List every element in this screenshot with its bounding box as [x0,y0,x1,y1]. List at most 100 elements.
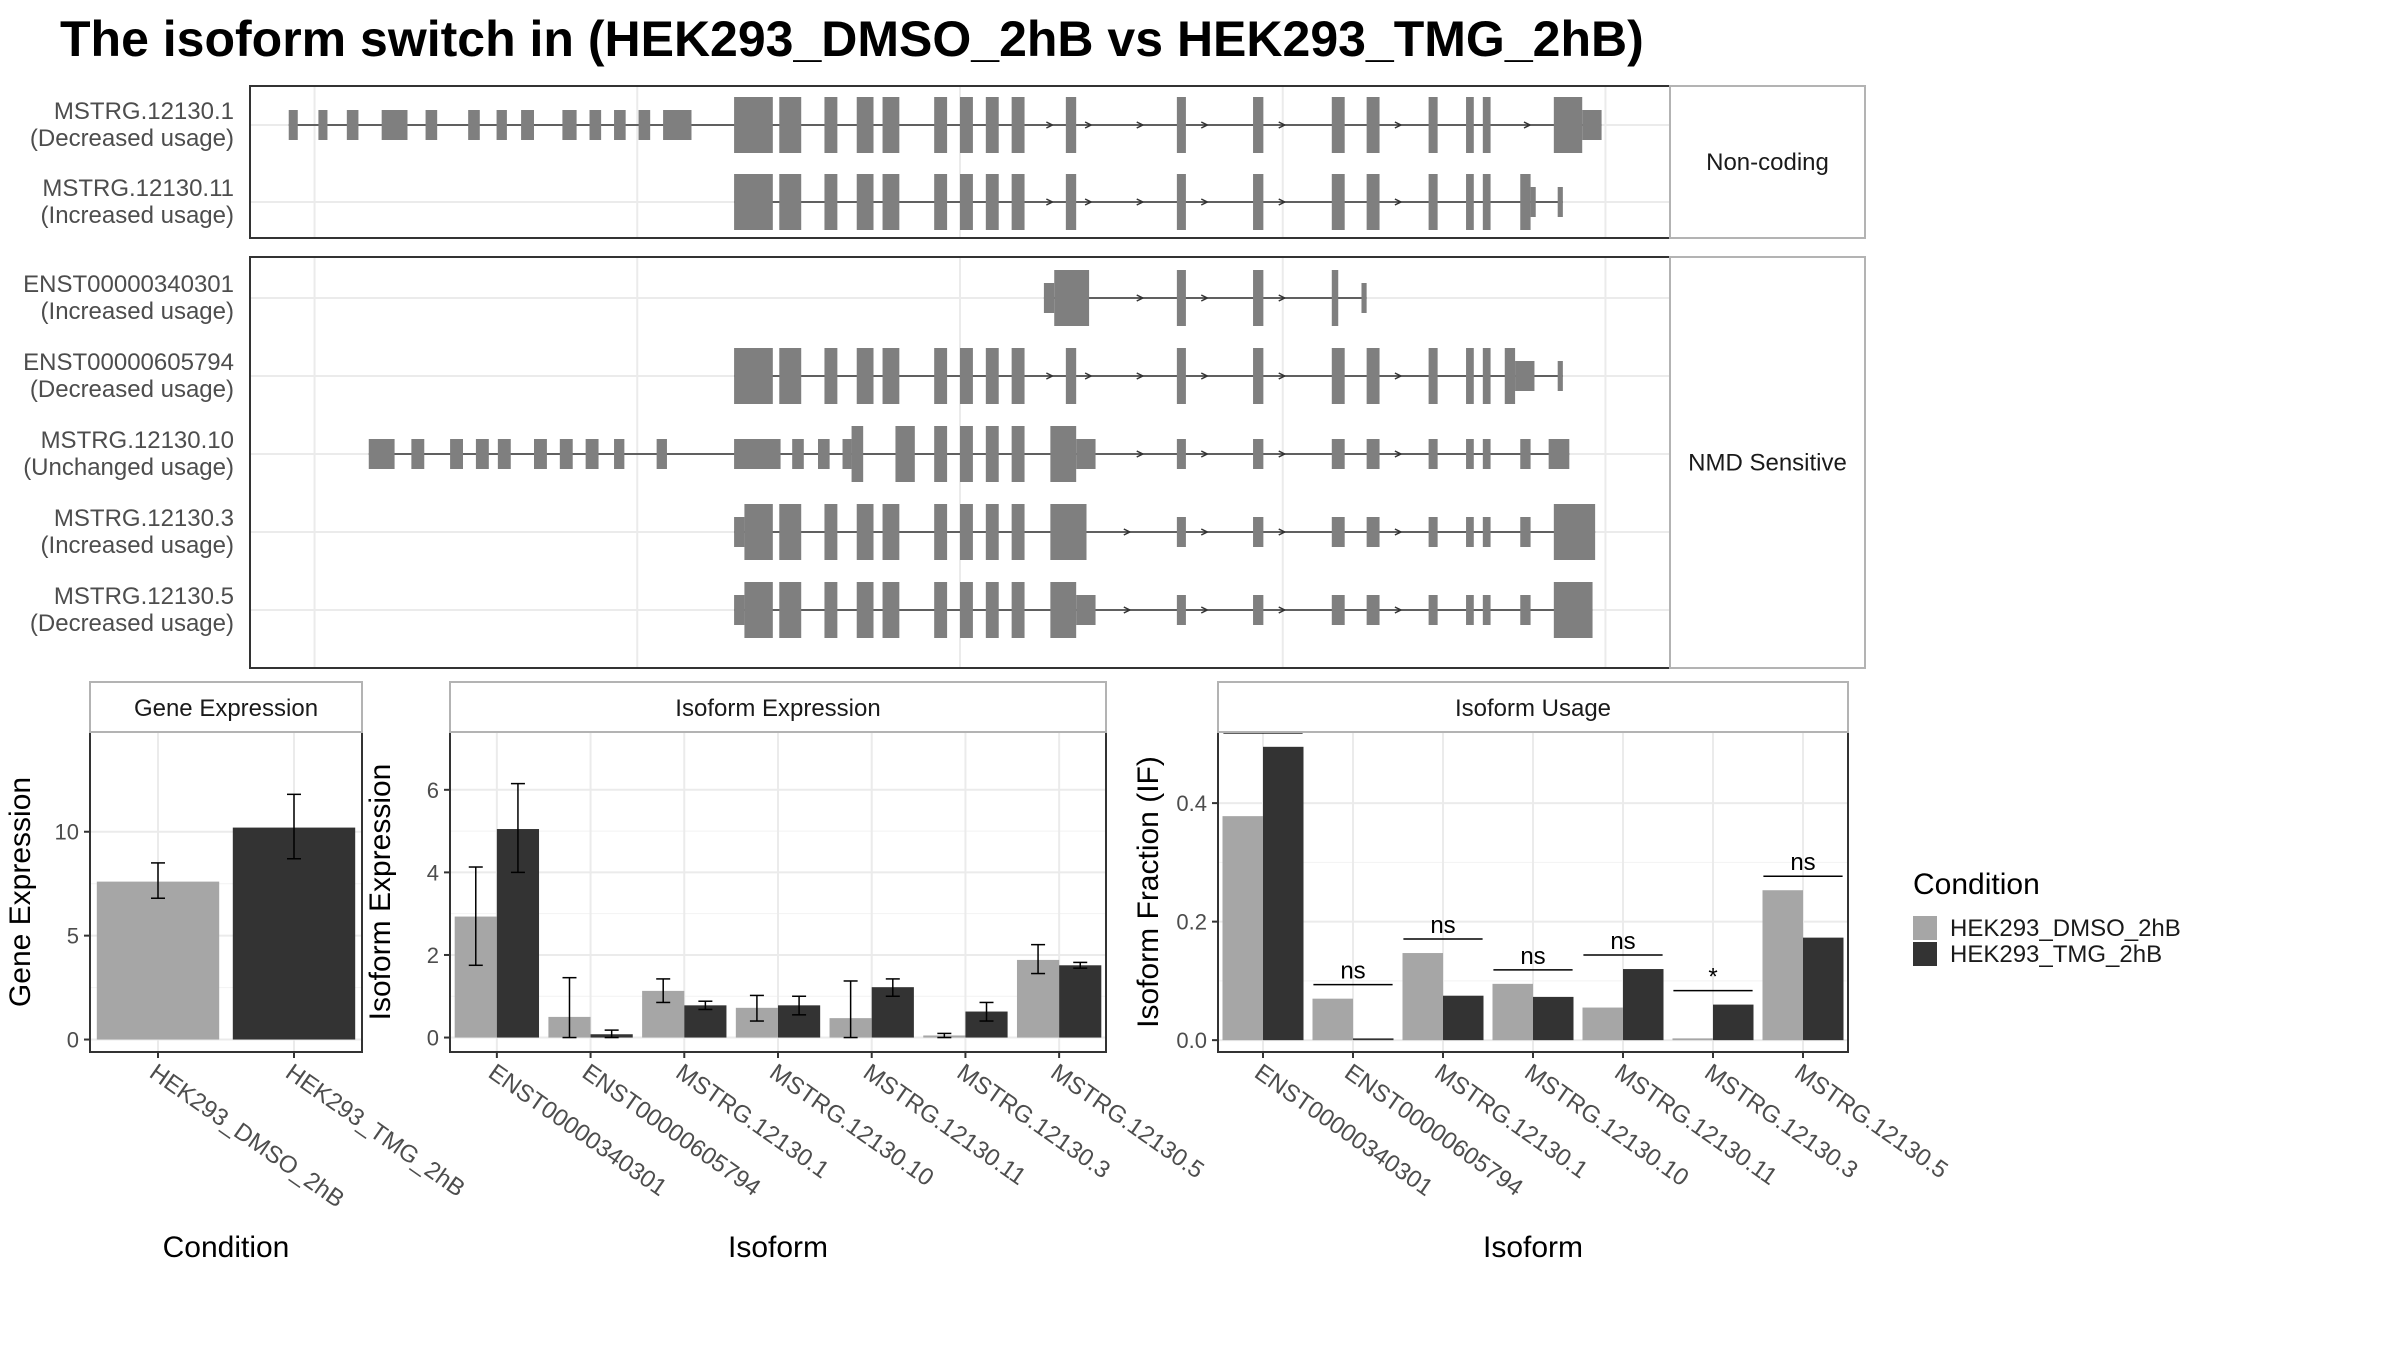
coding-exon [1482,97,1491,153]
transcript-name: ENST00000605794 [23,349,234,376]
transcript-row: MSTRG.12130.11(Increased usage) [41,174,1563,230]
coding-exon [1011,174,1025,230]
transcript-usage: (Increased usage) [41,298,234,325]
legend-swatch [1913,916,1937,940]
coding-exon [1553,504,1596,560]
legend-label: HEK293_DMSO_2hB [1950,915,2181,942]
coding-exon [1553,97,1583,153]
bar [1312,998,1353,1041]
coding-exon [1428,97,1438,153]
coding-exon [1553,582,1593,638]
coding-exon [734,174,773,230]
utr-exon [818,439,830,469]
strand-arrow [1278,121,1287,129]
strand-arrow [1394,121,1403,129]
utr-exon [1466,517,1474,547]
coding-exon [1466,348,1474,404]
bar [1672,1038,1713,1041]
significance-label: ns [1520,943,1545,970]
transcript-name: ENST00000340301 [23,271,234,298]
legend-swatch [1913,942,1937,966]
y-axis-title: Isoform Fraction (IF) [1132,756,1165,1028]
strand-arrow [1278,450,1287,458]
strand-arrow [1084,121,1093,129]
transcript-usage: (Increased usage) [41,202,234,229]
utr-exon [562,110,577,140]
coding-exon [1466,97,1474,153]
coding-exon [1011,582,1025,638]
strand-arrow [1278,372,1287,380]
coding-exon [985,504,999,560]
utr-exon [585,439,599,469]
coding-exon [882,582,900,638]
legend-title: Condition [1913,868,2040,901]
coding-exon [856,174,874,230]
chart-title: Isoform Expression [675,695,880,722]
transcript-usage: (Decreased usage) [30,125,234,152]
coding-exon [934,504,948,560]
significance-label: ns [1610,928,1635,955]
utr-exon [346,110,359,140]
coding-exon [856,504,874,560]
coding-exon [985,582,999,638]
y-tick-label: 6 [427,778,439,803]
y-tick-label: 0.0 [1176,1028,1207,1053]
utr-exon [1557,187,1563,217]
strand-arrow [1394,606,1403,614]
transcript-name: MSTRG.12130.1 [54,98,234,125]
coding-exon [1253,348,1264,404]
strand-arrow [1523,121,1532,129]
utr-exon [368,439,395,469]
bar [1582,1007,1623,1041]
utr-exon [1482,517,1491,547]
utr-exon [468,110,480,140]
coding-exon [1011,426,1025,482]
coding-exon [895,426,915,482]
utr-exon [589,110,602,140]
utr-exon [1176,439,1186,469]
utr-exon [521,110,534,140]
coding-exon [779,174,802,230]
strand-arrow [1123,606,1132,614]
transcript-usage: (Decreased usage) [30,376,234,403]
utr-exon [559,439,573,469]
utr-exon [638,110,651,140]
bar [96,881,220,1040]
coding-exon [1482,174,1491,230]
bar [1803,937,1844,1041]
facet-strip [1669,256,1866,669]
transcript-usage: (Unchanged usage) [23,454,234,481]
strand-arrow [1136,198,1145,206]
coding-exon [1011,97,1025,153]
coding-exon [934,426,948,482]
coding-exon [1428,174,1438,230]
strand-arrow [1394,372,1403,380]
coding-exon [824,582,838,638]
bar [1713,1004,1754,1041]
utr-exon [1557,361,1563,391]
coding-exon [779,348,802,404]
y-tick-label: 10 [55,820,79,845]
strand-arrow [1200,450,1209,458]
coding-exon [1011,348,1025,404]
coding-exon [824,97,838,153]
strand-arrow [1123,528,1132,536]
coding-exon [1366,174,1380,230]
utr-exon [1043,283,1055,313]
coding-exon [1520,174,1531,230]
coding-exon [1050,426,1077,482]
utr-exon [1253,517,1264,547]
transcript-row: MSTRG.12130.5(Decreased usage) [30,582,1593,638]
coding-exon [882,97,900,153]
strand-arrow [1136,294,1145,302]
coding-exon [1065,174,1077,230]
coding-exon [1050,504,1087,560]
utr-exon [614,439,625,469]
utr-exon [1366,517,1380,547]
utr-exon [1428,595,1438,625]
utr-exon [475,439,489,469]
utr-exon [734,439,781,469]
coding-exon [1504,348,1516,404]
